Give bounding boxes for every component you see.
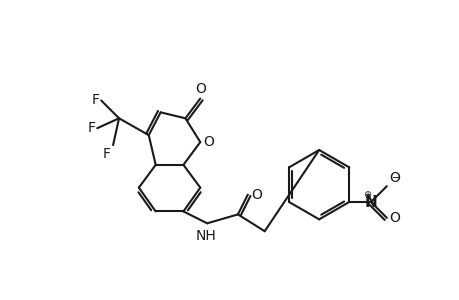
Text: −: − bbox=[391, 173, 401, 183]
Text: N: N bbox=[364, 194, 376, 209]
Text: NH: NH bbox=[196, 229, 216, 243]
Text: ⊕: ⊕ bbox=[362, 190, 370, 200]
Text: O: O bbox=[195, 82, 205, 95]
Text: F: F bbox=[87, 121, 95, 135]
Text: O: O bbox=[388, 211, 399, 225]
Text: F: F bbox=[103, 147, 111, 161]
Text: O: O bbox=[203, 135, 213, 149]
Text: O: O bbox=[388, 171, 399, 185]
Text: F: F bbox=[91, 94, 99, 107]
Text: O: O bbox=[250, 188, 261, 202]
